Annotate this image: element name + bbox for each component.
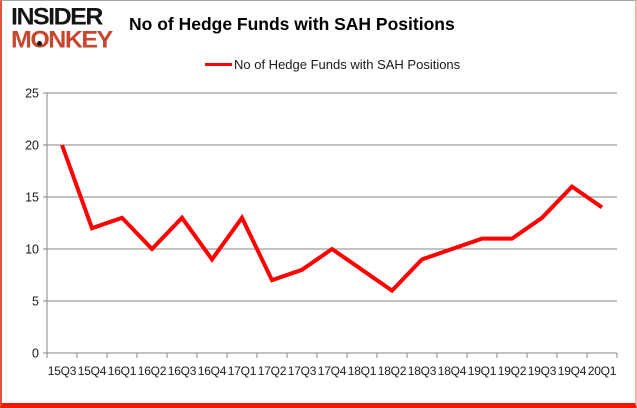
y-tick-label: 10 bbox=[25, 243, 39, 257]
x-tick-label: 19Q4 bbox=[558, 364, 587, 378]
x-tick-label: 18Q3 bbox=[408, 364, 437, 378]
chart-legend: No of Hedge Funds with SAH Positions bbox=[205, 57, 460, 72]
x-tick-label: 17Q4 bbox=[318, 364, 347, 378]
x-tick-label: 19Q1 bbox=[468, 364, 497, 378]
logo-text-insider: INSIDER bbox=[11, 3, 103, 31]
y-tick-label: 5 bbox=[32, 295, 39, 309]
series-line bbox=[60, 144, 604, 294]
x-tick-label: 19Q3 bbox=[528, 364, 557, 378]
monkey-eye-dot bbox=[37, 41, 42, 46]
y-tick-label: 25 bbox=[25, 87, 39, 101]
y-tick-label: 15 bbox=[25, 191, 39, 205]
x-tick-label: 17Q2 bbox=[258, 364, 287, 378]
x-tick-label: 18Q4 bbox=[438, 364, 467, 378]
logo-text-monkey: MONKEY bbox=[11, 26, 113, 54]
x-tick-label: 17Q1 bbox=[228, 364, 257, 378]
chart-title: No of Hedge Funds with SAH Positions bbox=[129, 14, 455, 34]
insider-monkey-logo: INSIDER MONKEY bbox=[11, 3, 113, 54]
x-tick-label: 15Q4 bbox=[78, 364, 107, 378]
legend-line-swatch bbox=[205, 63, 232, 66]
x-tick-label: 20Q1 bbox=[588, 364, 617, 378]
y-tick-label: 0 bbox=[32, 347, 39, 361]
x-tick-label: 19Q2 bbox=[498, 364, 527, 378]
x-tick-label: 18Q2 bbox=[378, 364, 407, 378]
legend-label: No of Hedge Funds with SAH Positions bbox=[234, 57, 461, 72]
y-tick-label: 20 bbox=[25, 139, 39, 153]
x-tick-label: 16Q3 bbox=[168, 364, 197, 378]
x-tick-label: 17Q3 bbox=[288, 364, 317, 378]
x-tick-label: 16Q4 bbox=[198, 364, 227, 378]
x-tick-label: 16Q1 bbox=[108, 364, 137, 378]
x-tick-label: 16Q2 bbox=[138, 364, 167, 378]
x-tick-label: 15Q3 bbox=[48, 364, 77, 378]
x-tick-label: 18Q1 bbox=[348, 364, 377, 378]
